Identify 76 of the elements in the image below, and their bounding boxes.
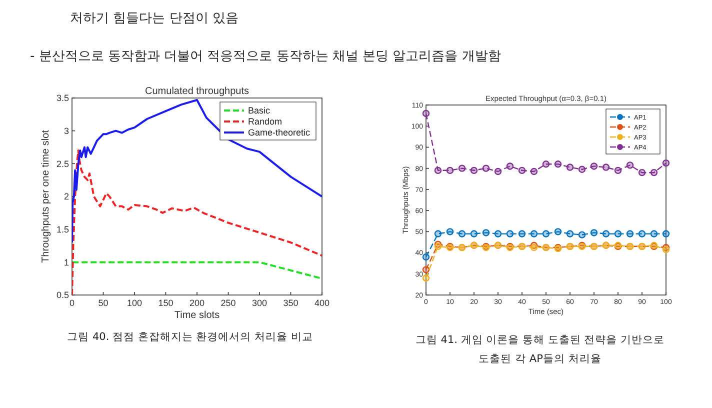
point bbox=[554, 228, 562, 236]
point bbox=[650, 168, 658, 176]
x-tick-label: 150 bbox=[158, 298, 174, 308]
point bbox=[530, 168, 538, 176]
x-tick-label: 400 bbox=[314, 298, 330, 308]
point bbox=[578, 231, 586, 238]
point bbox=[494, 230, 502, 238]
point bbox=[614, 166, 622, 174]
point bbox=[626, 230, 634, 238]
point bbox=[542, 230, 550, 238]
point bbox=[590, 162, 598, 170]
caption: 그림 41. 게임 이론을 통해 도출된 전략을 기반으로 bbox=[415, 334, 665, 346]
point bbox=[446, 228, 454, 236]
legend-label: Game-theoretic bbox=[248, 128, 311, 138]
legend-label: Basic bbox=[248, 106, 271, 116]
point bbox=[422, 110, 430, 118]
y-tick-label: 0.5 bbox=[56, 290, 69, 300]
point bbox=[542, 160, 550, 168]
y-tick-label: 3 bbox=[64, 126, 69, 136]
point bbox=[530, 244, 538, 252]
y-axis-title: Throughputs per one time slot bbox=[40, 130, 52, 263]
y-tick-label: 1 bbox=[64, 257, 69, 268]
x-tick-label: 0 bbox=[69, 298, 75, 308]
x-tick-label: 100 bbox=[126, 298, 142, 308]
x-tick-label: 50 bbox=[98, 298, 108, 308]
point bbox=[470, 230, 478, 238]
point bbox=[650, 230, 658, 238]
point bbox=[590, 229, 598, 236]
y-tick-label: 2.5 bbox=[56, 158, 69, 169]
point bbox=[566, 230, 574, 238]
point bbox=[482, 164, 490, 172]
point bbox=[638, 230, 646, 238]
point bbox=[422, 253, 430, 261]
point bbox=[434, 242, 442, 250]
point bbox=[458, 164, 466, 172]
x-tick-label: 200 bbox=[189, 298, 205, 308]
point bbox=[458, 230, 466, 238]
point bbox=[530, 230, 538, 238]
point bbox=[506, 230, 514, 238]
y-tick-label: 3.5 bbox=[56, 93, 69, 104]
point bbox=[662, 159, 670, 167]
point bbox=[434, 166, 442, 174]
point bbox=[494, 168, 502, 176]
point bbox=[602, 164, 610, 171]
caption: 그림 40. 점점 혼잡해지는 환경에서의 처리율 비교 bbox=[67, 331, 313, 343]
x-axis-title: Time slots bbox=[174, 310, 220, 321]
point bbox=[482, 229, 490, 236]
text: 처하기 힘들다는 단점이 있음 bbox=[70, 11, 238, 26]
text: 도출된 각 AP들의 처리율 bbox=[478, 353, 602, 365]
legend-label: Random bbox=[248, 116, 282, 127]
chart-title: Cumulated throughputs bbox=[145, 86, 249, 97]
line-series bbox=[72, 150, 322, 295]
point bbox=[566, 164, 574, 171]
point bbox=[422, 274, 430, 282]
point bbox=[446, 166, 454, 174]
x-tick-label: 350 bbox=[283, 298, 298, 308]
point bbox=[518, 230, 526, 238]
point bbox=[434, 230, 442, 238]
x-tick-label: 300 bbox=[252, 298, 268, 308]
y-tick-label: 2 bbox=[64, 192, 69, 202]
point bbox=[602, 230, 610, 238]
point bbox=[554, 160, 562, 168]
y-tick-label: 1.5 bbox=[56, 224, 69, 234]
point bbox=[506, 162, 514, 170]
point bbox=[638, 168, 646, 176]
point bbox=[422, 266, 430, 274]
point bbox=[470, 166, 478, 174]
point bbox=[614, 230, 622, 238]
point bbox=[662, 230, 670, 238]
point bbox=[518, 166, 526, 174]
point bbox=[626, 162, 634, 169]
point bbox=[662, 246, 670, 254]
x-tick-label: 250 bbox=[220, 298, 236, 308]
point bbox=[578, 166, 586, 173]
line-series bbox=[72, 99, 322, 244]
text: - 분산적으로 동작함과 더불어 적응적으로 동작하는 채널 본딩 알고리즘을 개발함 bbox=[30, 49, 501, 64]
